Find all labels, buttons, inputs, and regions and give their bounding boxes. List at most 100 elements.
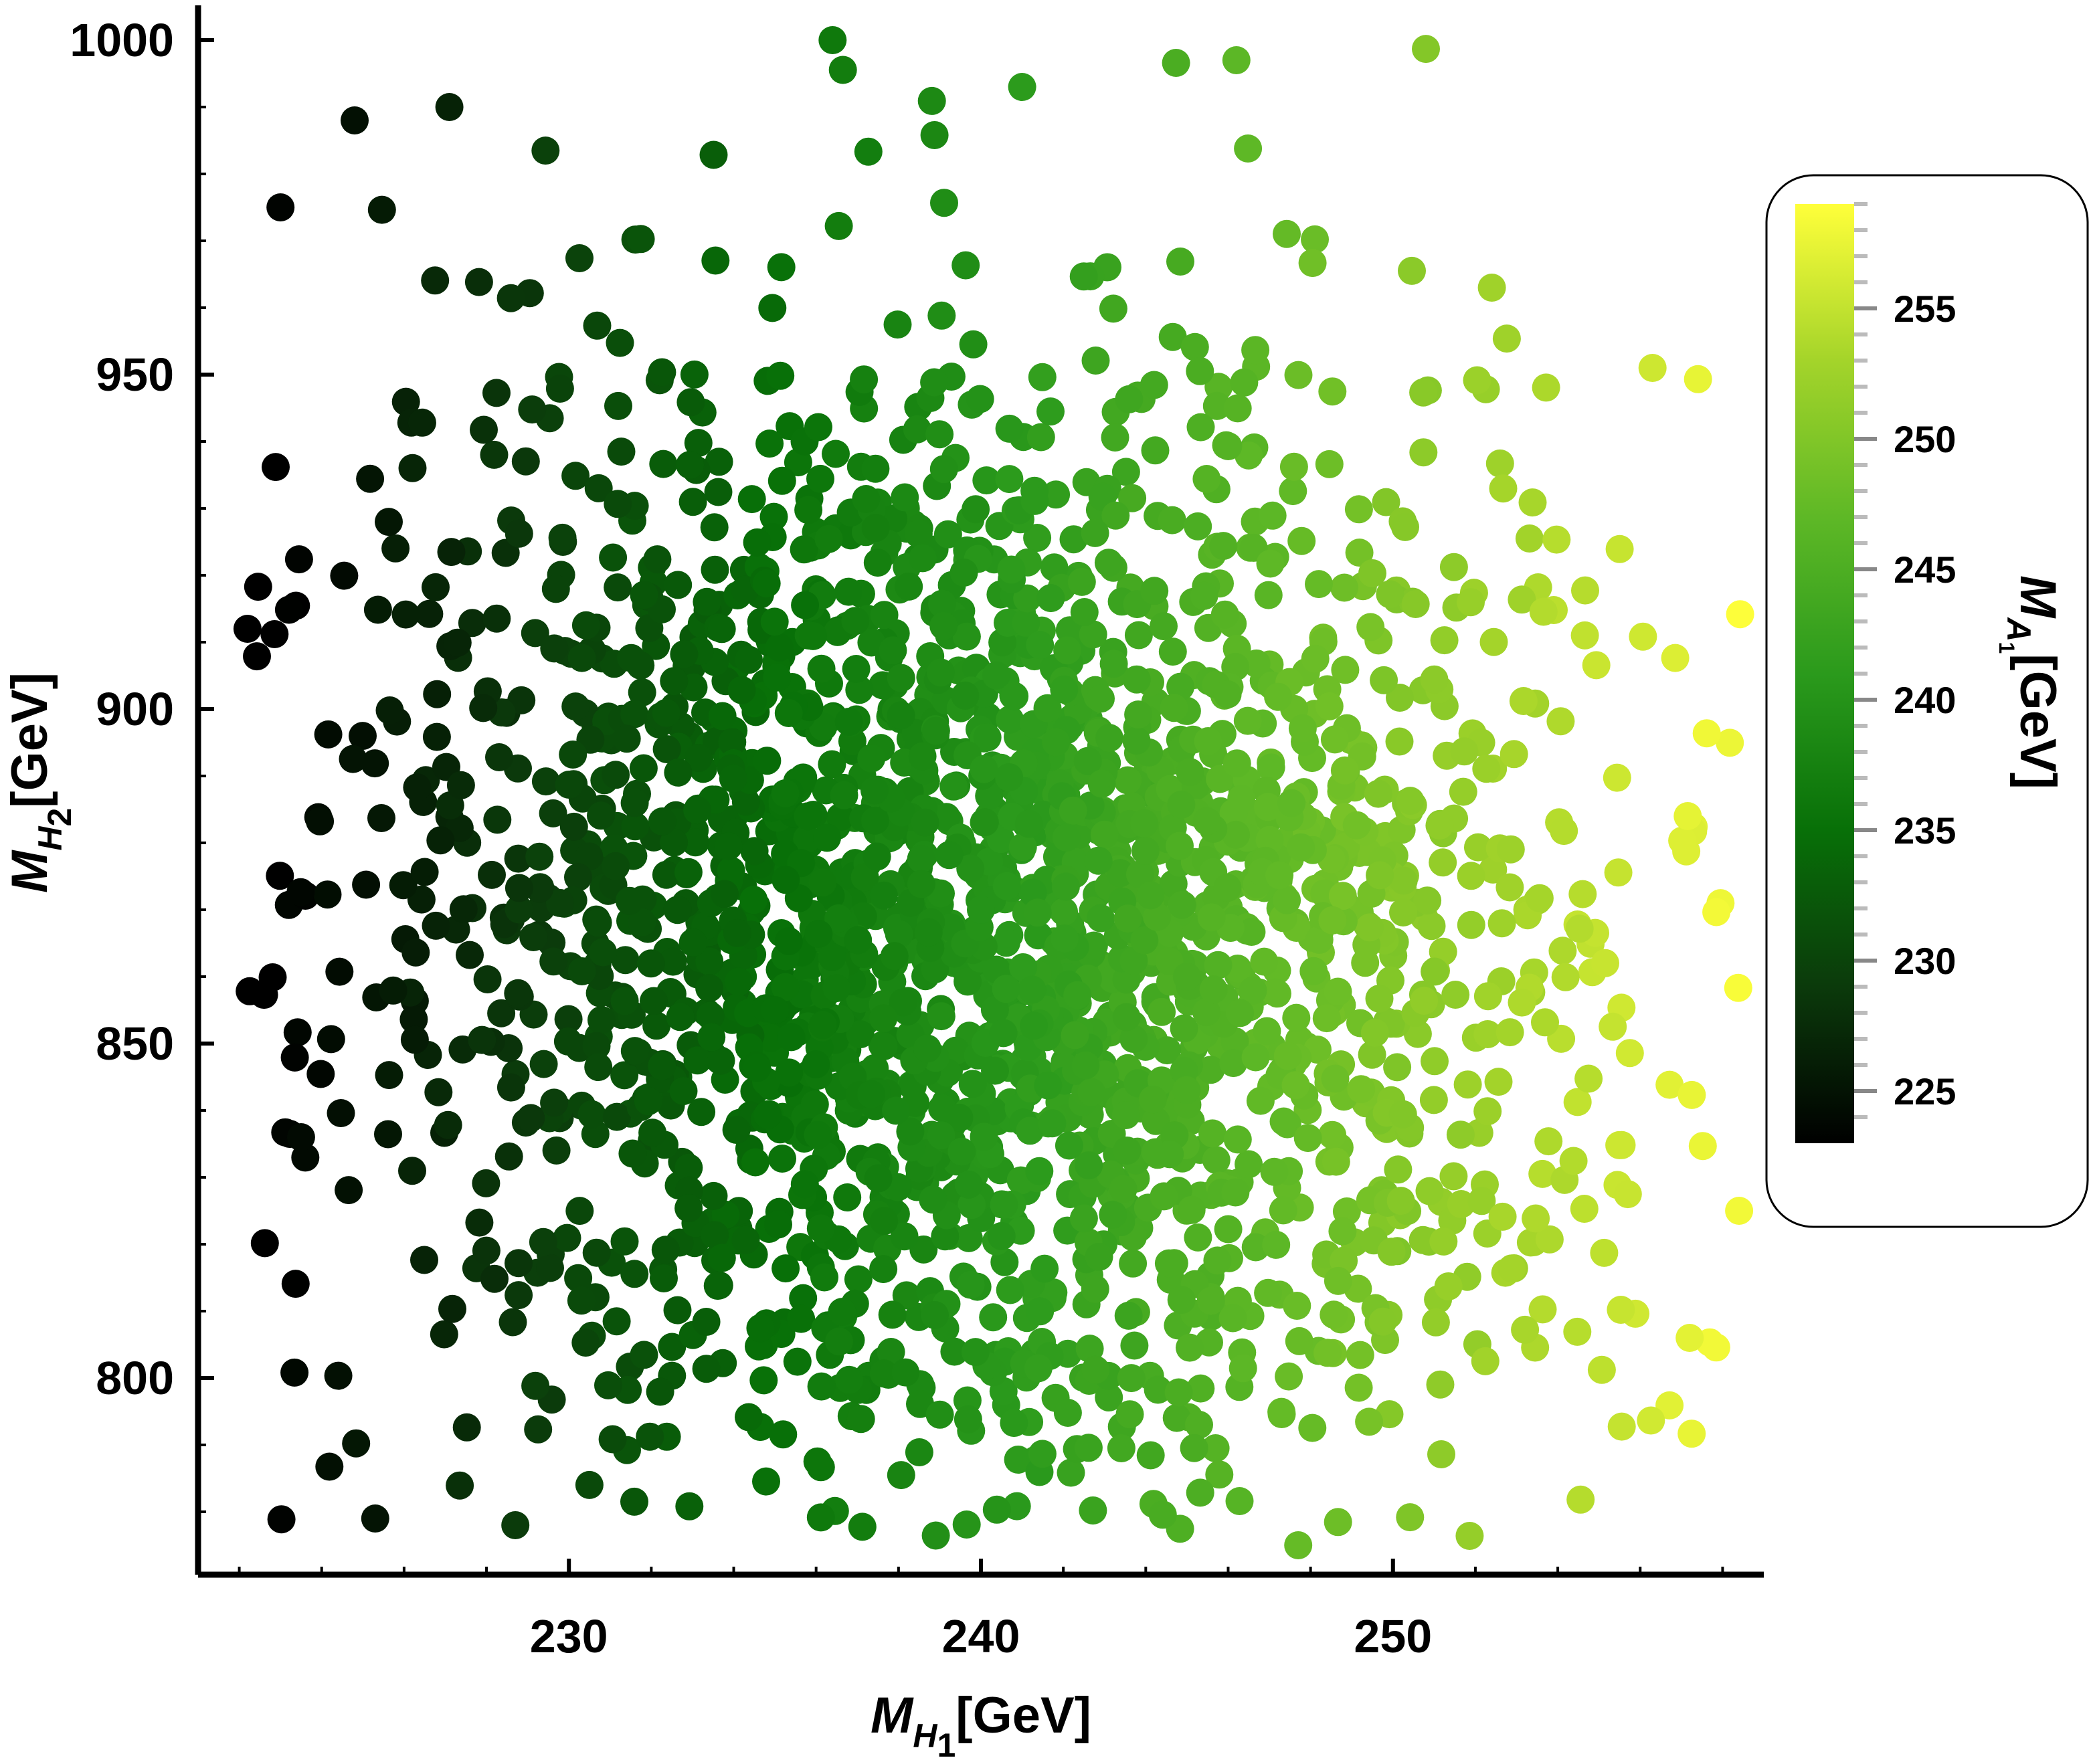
- data-point: [1655, 1391, 1684, 1419]
- data-point: [1284, 1531, 1313, 1559]
- data-point: [280, 1358, 309, 1387]
- data-point: [602, 1307, 631, 1336]
- data-point: [1168, 890, 1196, 919]
- data-point: [1254, 581, 1283, 609]
- data-point: [363, 595, 392, 624]
- data-point: [1150, 612, 1178, 641]
- data-point: [1534, 1127, 1563, 1156]
- data-point: [1235, 1150, 1263, 1179]
- data-point: [1655, 1070, 1684, 1099]
- data-point: [1492, 324, 1521, 353]
- data-point: [1190, 581, 1218, 610]
- data-point: [700, 513, 729, 542]
- data-point: [869, 881, 898, 910]
- data-point: [1153, 1036, 1182, 1065]
- data-point: [367, 804, 395, 832]
- data-point: [861, 454, 890, 483]
- data-point: [421, 266, 450, 295]
- data-point: [1148, 997, 1176, 1026]
- data-point: [1143, 902, 1172, 931]
- data-point: [1020, 1011, 1049, 1040]
- data-point: [1071, 1051, 1100, 1080]
- data-point: [496, 1073, 525, 1102]
- data-point: [1479, 627, 1508, 656]
- data-point: [1160, 694, 1188, 722]
- data-point: [996, 705, 1024, 734]
- data-point: [722, 1116, 751, 1144]
- data-point: [828, 1298, 856, 1327]
- data-point: [869, 1255, 898, 1284]
- data-point: [717, 856, 745, 885]
- data-point: [1167, 790, 1196, 819]
- data-point: [692, 1355, 721, 1383]
- data-point: [610, 1227, 639, 1256]
- data-point: [564, 863, 592, 892]
- data-point: [267, 1505, 296, 1534]
- data-point: [995, 763, 1024, 791]
- data-point: [561, 692, 590, 721]
- data-point: [1185, 1410, 1213, 1439]
- data-point: [1429, 1227, 1458, 1256]
- data-point: [1725, 1197, 1754, 1225]
- data-point: [767, 253, 796, 282]
- data-point: [695, 974, 724, 1003]
- data-point: [674, 1153, 703, 1182]
- data-point: [434, 1110, 462, 1139]
- data-point: [800, 1090, 829, 1118]
- data-point: [1528, 1295, 1557, 1324]
- data-point: [1281, 1071, 1310, 1100]
- data-point: [658, 947, 687, 976]
- data-point: [769, 1420, 798, 1449]
- data-point: [992, 928, 1020, 957]
- data-point: [1008, 833, 1037, 862]
- data-point: [1237, 918, 1266, 946]
- data-point: [992, 975, 1020, 1003]
- data-point: [1413, 886, 1442, 915]
- data-point: [1313, 1339, 1342, 1367]
- data-point: [1261, 978, 1289, 1007]
- data-point: [642, 1011, 671, 1040]
- data-point: [737, 485, 766, 514]
- data-point: [1591, 949, 1619, 977]
- data-point: [911, 808, 939, 837]
- data-point: [584, 1053, 613, 1082]
- data-point: [687, 1098, 716, 1126]
- data-point: [1499, 740, 1528, 769]
- data-point: [1186, 357, 1214, 385]
- data-point: [335, 1176, 363, 1205]
- data-point: [1677, 1419, 1706, 1448]
- data-point: [925, 1400, 954, 1429]
- data-point: [1192, 465, 1221, 493]
- data-point: [1321, 1064, 1350, 1093]
- data-point: [929, 611, 958, 640]
- data-point: [1176, 758, 1204, 787]
- data-point: [1285, 1327, 1313, 1355]
- data-point: [1081, 1274, 1109, 1303]
- data-point: [1124, 700, 1153, 729]
- data-point: [927, 301, 956, 330]
- data-point: [743, 528, 771, 557]
- data-point: [1615, 1039, 1644, 1068]
- data-point: [1106, 859, 1135, 888]
- data-point: [1111, 1101, 1140, 1129]
- data-point: [356, 464, 385, 493]
- data-point: [1284, 361, 1313, 389]
- data-point: [1000, 1409, 1028, 1438]
- data-point: [896, 1117, 925, 1146]
- data-point: [571, 1329, 600, 1357]
- data-point: [1059, 525, 1088, 554]
- data-point: [1472, 755, 1501, 783]
- data-point: [791, 591, 820, 619]
- data-point: [932, 803, 961, 831]
- data-point: [1008, 73, 1036, 101]
- data-point: [818, 26, 847, 54]
- data-point: [774, 699, 803, 727]
- data-point: [630, 581, 658, 609]
- data-point: [391, 600, 420, 629]
- data-point: [844, 926, 873, 955]
- data-point: [452, 1413, 481, 1442]
- y-axis-label-unit: [GeV]: [1, 672, 58, 808]
- data-point: [1241, 1233, 1270, 1262]
- data-point: [705, 448, 733, 476]
- data-point: [683, 1046, 712, 1075]
